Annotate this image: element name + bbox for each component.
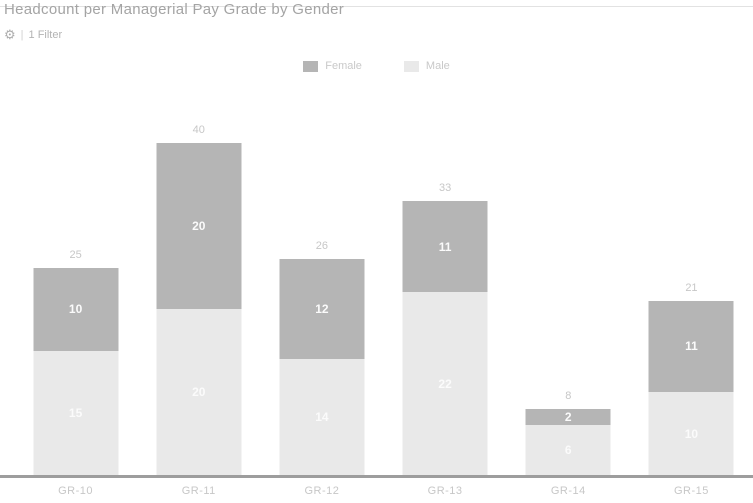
bar-stack-gr-13: 33 11 22 — [402, 182, 488, 475]
filter-bar[interactable]: ⚙ | 1 Filter — [4, 28, 62, 41]
x-tick-label-gr-12: GR-12 — [304, 485, 340, 497]
bar-column-gr-12: 26 12 14 — [260, 0, 383, 475]
pane-divider-line — [0, 6, 753, 7]
x-tick-label-gr-11: GR-11 — [181, 485, 216, 497]
bar-segment-male-gr-10[interactable]: 15 — [33, 350, 119, 475]
bar-segment-female-gr-15[interactable]: 11 — [648, 300, 734, 392]
bar-column-gr-13: 33 11 22 — [384, 0, 507, 475]
chart-plot-area: 25 10 15 40 20 20 26 12 14 33 11 22 8 2 6 21 11 10 — [14, 0, 753, 475]
filter-separator: | — [20, 28, 24, 41]
total-label-gr-15: 21 — [685, 281, 698, 294]
bar-segment-male-gr-12[interactable]: 14 — [279, 358, 365, 475]
bar-segment-male-gr-14[interactable]: 6 — [525, 425, 611, 475]
gear-icon[interactable]: ⚙ — [4, 27, 16, 42]
bar-stack-gr-15: 21 11 10 — [648, 282, 734, 475]
chart-legend: Female Male — [0, 60, 753, 72]
bar-column-gr-11: 40 20 20 — [137, 0, 260, 475]
legend-label: Female — [325, 60, 362, 72]
bar-column-gr-10: 25 10 15 — [14, 0, 137, 475]
legend-swatch-female — [303, 60, 319, 72]
x-tick-label-gr-14: GR-14 — [550, 485, 586, 497]
bar-segment-female-gr-13[interactable]: 11 — [402, 201, 488, 293]
x-tick-label-gr-10: GR-10 — [58, 485, 94, 497]
legend-item-male[interactable]: Male — [403, 60, 450, 72]
bar-stack-gr-12: 26 12 14 — [279, 240, 365, 475]
legend-item-female[interactable]: Female — [303, 60, 362, 72]
bar-segment-female-gr-14[interactable]: 2 — [525, 408, 611, 426]
legend-swatch-male — [403, 60, 419, 72]
x-tick-label-gr-13: GR-13 — [427, 485, 463, 497]
bar-segment-male-gr-11[interactable]: 20 — [156, 309, 242, 475]
total-label-gr-12: 26 — [315, 240, 329, 253]
bar-segment-female-gr-10[interactable]: 10 — [33, 267, 119, 351]
bar-segment-male-gr-13[interactable]: 22 — [402, 292, 488, 475]
filter-count-label[interactable]: 1 Filter — [28, 28, 63, 41]
bar-column-gr-15: 21 11 10 — [630, 0, 753, 475]
x-tick-label-gr-15: GR-15 — [673, 485, 709, 497]
bar-stack-gr-10: 25 10 15 — [33, 249, 119, 475]
bar-segment-male-gr-15[interactable]: 10 — [648, 392, 734, 475]
total-label-gr-10: 25 — [69, 248, 82, 261]
x-axis-labels: GR-10 GR-11 GR-12 GR-13 GR-14 GR-15 — [14, 485, 753, 497]
total-label-gr-11: 40 — [192, 124, 205, 136]
page-title: Headcount per Managerial Pay Grade by Ge… — [4, 1, 345, 18]
bar-stack-gr-11: 40 20 20 — [156, 124, 242, 475]
legend-label: Male — [425, 60, 450, 72]
bar-segment-female-gr-12[interactable]: 12 — [279, 259, 365, 359]
x-axis-line — [0, 475, 753, 478]
bar-segment-female-gr-11[interactable]: 20 — [156, 143, 242, 309]
total-label-gr-13: 33 — [438, 182, 452, 195]
total-label-gr-14: 8 — [565, 389, 572, 402]
